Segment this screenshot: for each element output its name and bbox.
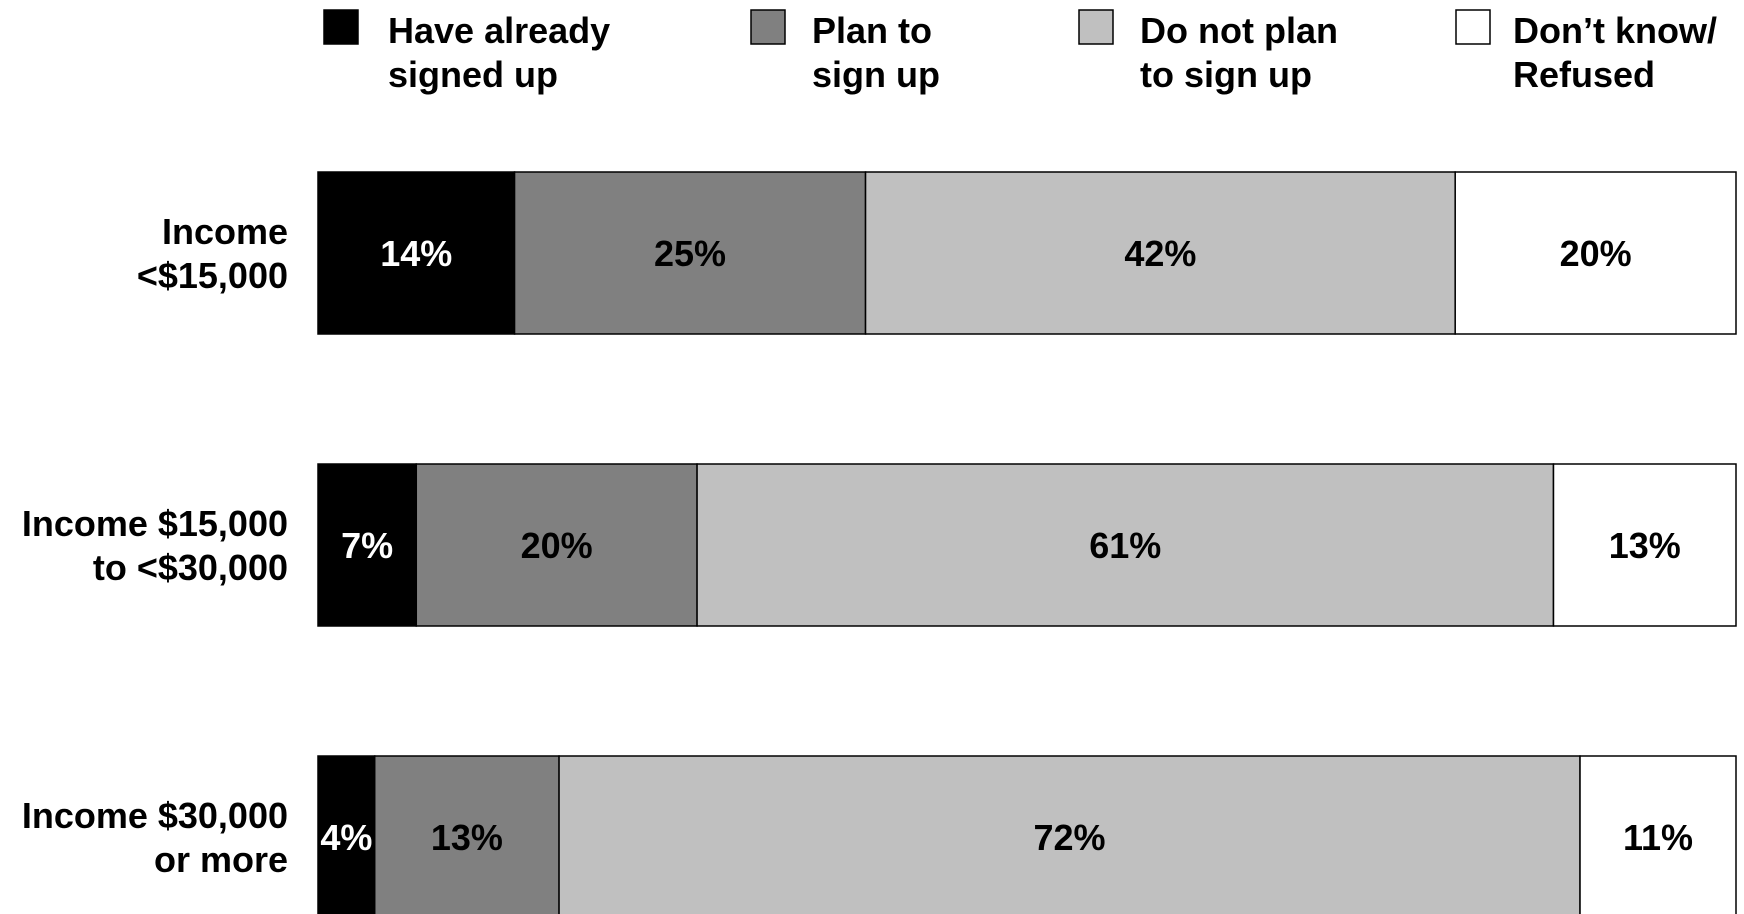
category-label-3: Income $30,000 or more xyxy=(22,795,288,880)
bar-value-label-2-2: 20% xyxy=(521,525,593,566)
bar-segment-3-3 xyxy=(558,755,1581,914)
bar-segment-1-2 xyxy=(513,171,867,335)
bar-value-label-3-4: 11% xyxy=(1623,817,1693,858)
legend-swatch-2 xyxy=(750,9,786,45)
bar-segment-2-1 xyxy=(317,463,418,627)
bar-area: 14% 25% 42% 20% 7% 20% 61% 13% 4% 13% 72% 11% xyxy=(317,171,1737,914)
bar-segment-3-4 xyxy=(1579,755,1737,914)
bar-segment-2-2 xyxy=(415,463,698,627)
category-label-2: Income $15,000 to <$30,000 xyxy=(22,503,288,588)
bar-value-label-3-2: 13% xyxy=(431,817,503,858)
legend-swatch-1 xyxy=(323,9,359,45)
legend-label-4: Don’t know/Refused xyxy=(1513,10,1717,95)
legend-label-2: Plan to sign up xyxy=(812,10,940,95)
bar-value-label-3-3: 72% xyxy=(1034,817,1106,858)
bar-value-label-1-2: 25% xyxy=(654,233,726,274)
bar-segment-1-3 xyxy=(864,171,1456,335)
bar-value-label-2-4: 13% xyxy=(1609,525,1681,566)
legend-swatch-3 xyxy=(1078,9,1114,45)
bar-value-label-3-1: 4% xyxy=(320,817,372,858)
bar-segment-2-3 xyxy=(696,463,1555,627)
bar-value-label-1-3: 42% xyxy=(1124,233,1196,274)
legend-label-3: Do not plan to sign up xyxy=(1140,10,1338,95)
legend-label-1: Have already signed up xyxy=(388,10,610,95)
bar-segment-1-1 xyxy=(317,171,516,335)
bar-segment-3-1 xyxy=(317,755,376,914)
category-label-1: Income <$15,000 xyxy=(137,211,288,296)
chart-legend: Have already signed up Plan to sign up Do no… xyxy=(323,9,1717,95)
bar-value-label-1-1: 14% xyxy=(380,233,452,274)
category-labels: Income <$15,000 Income $15,000 to <$30,000 I… xyxy=(22,211,288,880)
bar-segment-3-2 xyxy=(373,755,560,914)
bar-segment-2-4 xyxy=(1552,463,1737,627)
bar-value-label-2-1: 7% xyxy=(341,525,393,566)
bar-segment-1-4 xyxy=(1454,171,1737,335)
bar-value-label-1-4: 20% xyxy=(1560,233,1632,274)
bar-value-label-2-3: 61% xyxy=(1089,525,1161,566)
legend-swatch-4 xyxy=(1455,9,1491,45)
